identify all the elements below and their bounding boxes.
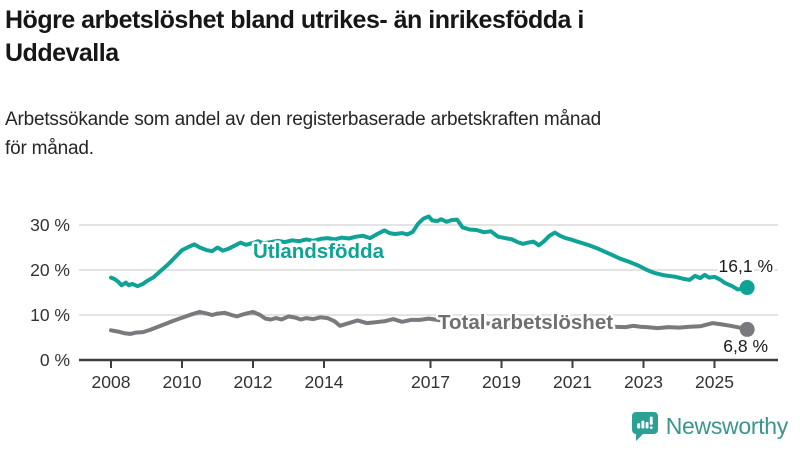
brand-name: Newsworthy — [665, 413, 789, 439]
end-value-label-total: 6,8 % — [723, 336, 768, 356]
subtitle-line-2: för månad. — [5, 138, 94, 160]
series-line-total — [109, 309, 750, 336]
x-tick-label: 2019 — [482, 372, 521, 392]
series-end-dot-utlandsfodda — [739, 280, 755, 296]
newsworthy-bar-chart-bubble-icon — [631, 412, 658, 441]
x-tick-label: 2012 — [234, 372, 273, 392]
x-tick-label: 2025 — [695, 372, 734, 392]
series-line-utlandsfodda — [109, 214, 750, 292]
series-label-utlandsfodda: Utlandsfödda — [253, 240, 385, 263]
series-end-dot-total — [739, 321, 755, 337]
y-tick-label: 20 % — [30, 260, 70, 280]
x-tick-label: 2017 — [411, 372, 450, 392]
subtitle-line-1: Arbetssökande som andel av den registerb… — [5, 109, 602, 130]
newsworthy-logo[interactable]: Newsworthy — [631, 411, 789, 442]
y-tick-label: 30 % — [30, 215, 70, 235]
title-line-1: Högre arbetslöshet bland utrikes- än inr… — [5, 6, 584, 34]
x-tick-label: 2021 — [553, 372, 592, 392]
page-title: Högre arbetslöshet bland utrikes- än inr… — [5, 4, 584, 69]
x-tick-label: 2023 — [624, 372, 663, 392]
y-tick-label: 0 % — [40, 350, 70, 370]
series-label-total: Total arbetslöshet — [438, 311, 613, 334]
title-line-2: Uddevalla — [5, 38, 119, 67]
y-tick-label: 10 % — [30, 305, 70, 325]
x-tick-label: 2010 — [163, 372, 202, 392]
x-tick-label: 2014 — [305, 372, 344, 392]
x-tick-label: 2008 — [92, 372, 131, 392]
end-value-label-utlandsfodda: 16,1 % — [719, 256, 773, 276]
chart-subtitle: Arbetssökande som andel av den registerb… — [5, 105, 601, 164]
